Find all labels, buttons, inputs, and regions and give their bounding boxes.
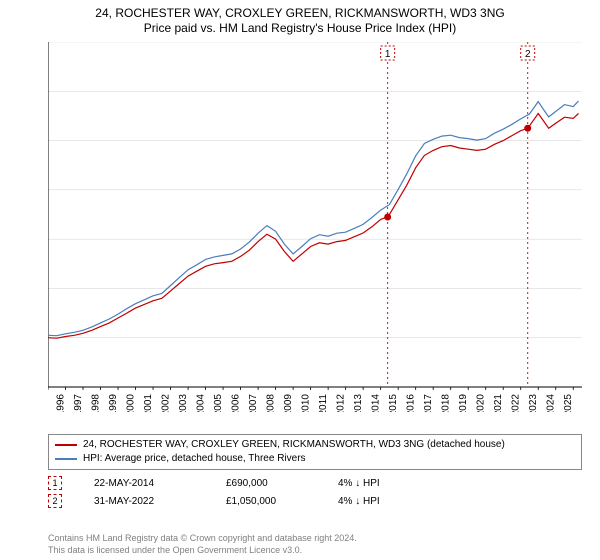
x-tick-label: 2017 (423, 394, 434, 412)
x-tick-label: 2010 (301, 394, 312, 412)
line-chart: £0£200K£400K£600K£800K£1M£1.2M£1.4M19951… (48, 42, 582, 412)
event-dot (384, 213, 391, 220)
event-marker-number: 2 (525, 49, 531, 60)
x-tick-label: 2014 (371, 394, 382, 412)
x-tick-label: 2000 (126, 394, 137, 412)
legend-swatch (55, 458, 77, 460)
attribution-line1: Contains HM Land Registry data © Crown c… (48, 532, 357, 544)
x-tick-label: 2011 (318, 394, 329, 412)
title-sub: Price paid vs. HM Land Registry's House … (0, 21, 600, 35)
x-tick-label: 2020 (476, 394, 487, 412)
x-tick-label: 2006 (231, 394, 242, 412)
legend-block: 24, ROCHESTER WAY, CROXLEY GREEN, RICKMA… (48, 434, 582, 512)
event-date: 31-MAY-2022 (94, 496, 194, 507)
x-tick-label: 2008 (266, 394, 277, 412)
x-tick-label: 2009 (283, 394, 294, 412)
x-tick-label: 1996 (56, 394, 67, 412)
x-tick-label: 2022 (511, 394, 522, 412)
x-tick-label: 1999 (108, 394, 119, 412)
event-diff: 4% ↓ HPI (338, 478, 418, 489)
x-tick-label: 2002 (161, 394, 172, 412)
x-tick-label: 2024 (546, 394, 557, 412)
x-tick-label: 2013 (353, 394, 364, 412)
x-tick-label: 2018 (441, 394, 452, 412)
chart-area: £0£200K£400K£600K£800K£1M£1.2M£1.4M19951… (48, 42, 582, 412)
x-tick-label: 2021 (493, 394, 504, 412)
x-tick-label: 1997 (73, 394, 84, 412)
x-tick-label: 2025 (563, 394, 574, 412)
x-tick-label: 1998 (91, 394, 102, 412)
legend-label: 24, ROCHESTER WAY, CROXLEY GREEN, RICKMA… (83, 438, 505, 452)
event-price: £1,050,000 (226, 496, 306, 507)
x-tick-label: 1995 (48, 394, 49, 412)
attribution: Contains HM Land Registry data © Crown c… (48, 532, 357, 556)
chart-titles: 24, ROCHESTER WAY, CROXLEY GREEN, RICKMA… (0, 0, 600, 35)
legend-label: HPI: Average price, detached house, Thre… (83, 452, 306, 466)
event-marker: 1 (48, 476, 62, 490)
event-price: £690,000 (226, 478, 306, 489)
x-tick-label: 2016 (406, 394, 417, 412)
event-dot (524, 125, 531, 132)
legend-row: HPI: Average price, detached house, Thre… (55, 452, 575, 466)
legend-box: 24, ROCHESTER WAY, CROXLEY GREEN, RICKMA… (48, 434, 582, 470)
events-block: 1 22-MAY-2014 £690,000 4% ↓ HPI 2 31-MAY-2022… (48, 476, 582, 508)
x-tick-label: 2015 (388, 394, 399, 412)
x-tick-label: 2005 (213, 394, 224, 412)
legend-row: 24, ROCHESTER WAY, CROXLEY GREEN, RICKMA… (55, 438, 575, 452)
attribution-line2: This data is licensed under the Open Gov… (48, 544, 357, 556)
x-tick-label: 2012 (336, 394, 347, 412)
event-row: 2 31-MAY-2022 £1,050,000 4% ↓ HPI (48, 494, 582, 508)
x-tick-label: 2023 (528, 394, 539, 412)
legend-swatch (55, 444, 77, 446)
x-tick-label: 2019 (458, 394, 469, 412)
x-tick-label: 2007 (248, 394, 259, 412)
event-marker: 2 (48, 494, 62, 508)
event-row: 1 22-MAY-2014 £690,000 4% ↓ HPI (48, 476, 582, 490)
title-main: 24, ROCHESTER WAY, CROXLEY GREEN, RICKMA… (0, 6, 600, 20)
event-marker-number: 1 (385, 49, 391, 60)
x-tick-label: 2001 (143, 394, 154, 412)
event-diff: 4% ↓ HPI (338, 496, 418, 507)
x-tick-label: 2004 (196, 394, 207, 412)
x-tick-label: 2003 (178, 394, 189, 412)
event-date: 22-MAY-2014 (94, 478, 194, 489)
